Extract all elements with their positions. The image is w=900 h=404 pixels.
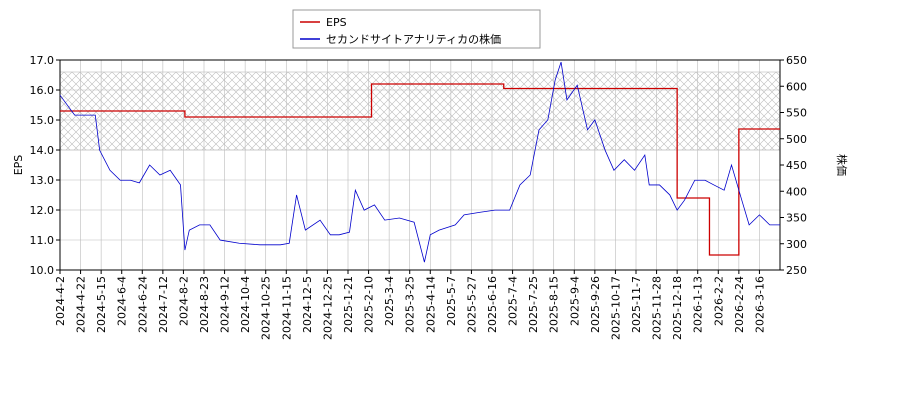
y-tick-label: 16.0 [30, 84, 55, 97]
legend [292, 9, 541, 49]
series-line [59, 61, 780, 263]
x-tick-label: 2024-6-4 [116, 276, 129, 326]
x-tick-label: 2025-7-25 [527, 276, 540, 333]
y-tick-label: 17.0 [30, 54, 55, 67]
x-tick-label: 2025-1-21 [342, 276, 355, 333]
x-tick-label: 2026-3-16 [753, 276, 766, 333]
x-tick-label: 2025-7-4 [507, 276, 520, 326]
x-tick-label: 2025-5-7 [445, 276, 458, 326]
x-tick-label: 2024-7-12 [157, 276, 170, 333]
x-tick-label: 2024-10-25 [260, 276, 273, 340]
x-tick-label: 2024-12-25 [321, 276, 334, 340]
y2-tick-label: 250 [786, 264, 807, 277]
y2-tick-label: 500 [786, 133, 807, 146]
legend-label: EPS [326, 16, 347, 29]
y-tick-label: 13.0 [30, 174, 55, 187]
y2-tick-label: 400 [786, 185, 807, 198]
y-tick-label: 10.0 [30, 264, 55, 277]
x-tick-label: 2025-10-17 [609, 276, 622, 340]
y2-axis-label: 株価 [835, 154, 849, 176]
x-tick-label: 2025-5-27 [465, 276, 478, 333]
y2-tick-label: 650 [786, 54, 807, 67]
y-axis-label: EPS [12, 155, 25, 176]
x-tick-label: 2024-12-5 [301, 276, 314, 333]
x-tick-label: 2025-3-25 [404, 276, 417, 333]
x-tick-label: 2026-2-24 [733, 276, 746, 333]
series-line [60, 83, 780, 256]
x-tick-label: 2025-12-18 [671, 276, 684, 340]
x-tick-label: 2025-3-4 [383, 276, 396, 326]
x-tick-label: 2024-10-4 [239, 276, 252, 333]
y2-tick-label: 350 [786, 212, 807, 225]
y-tick-label: 12.0 [30, 204, 55, 217]
x-tick-label: 2026-1-13 [692, 276, 705, 333]
y2-tick-label: 550 [786, 107, 807, 120]
x-tick-label: 2025-9-4 [568, 276, 581, 326]
x-tick-label: 2024-6-24 [136, 276, 149, 333]
x-tick-label: 2024-8-2 [177, 276, 190, 326]
y-tick-label: 11.0 [30, 234, 55, 247]
y2-tick-label: 450 [786, 159, 807, 172]
x-tick-label: 2025-9-26 [589, 276, 602, 333]
x-tick-label: 2024-8-23 [198, 276, 211, 333]
y2-tick-label: 600 [786, 80, 807, 93]
x-tick-label: 2024-11-15 [280, 276, 293, 340]
x-tick-label: 2025-11-28 [651, 276, 664, 340]
legend-label: セカンドサイトアナリティカの株価 [326, 32, 501, 46]
y2-tick-label: 300 [786, 238, 807, 251]
x-tick-label: 2024-4-2 [54, 276, 67, 326]
x-tick-label: 2024-4-22 [75, 276, 88, 333]
x-tick-label: 2025-8-15 [548, 276, 561, 333]
x-tick-label: 2025-6-16 [486, 276, 499, 333]
y-tick-label: 14.0 [30, 144, 55, 157]
x-tick-label: 2024-9-12 [219, 276, 232, 333]
x-tick-label: 2025-4-14 [424, 276, 437, 333]
x-tick-label: 2025-11-7 [630, 276, 643, 333]
y-tick-label: 15.0 [30, 114, 55, 127]
x-tick-label: 2025-2-10 [363, 276, 376, 333]
x-tick-label: 2024-5-15 [95, 276, 108, 333]
x-tick-label: 2026-2-2 [712, 276, 725, 326]
